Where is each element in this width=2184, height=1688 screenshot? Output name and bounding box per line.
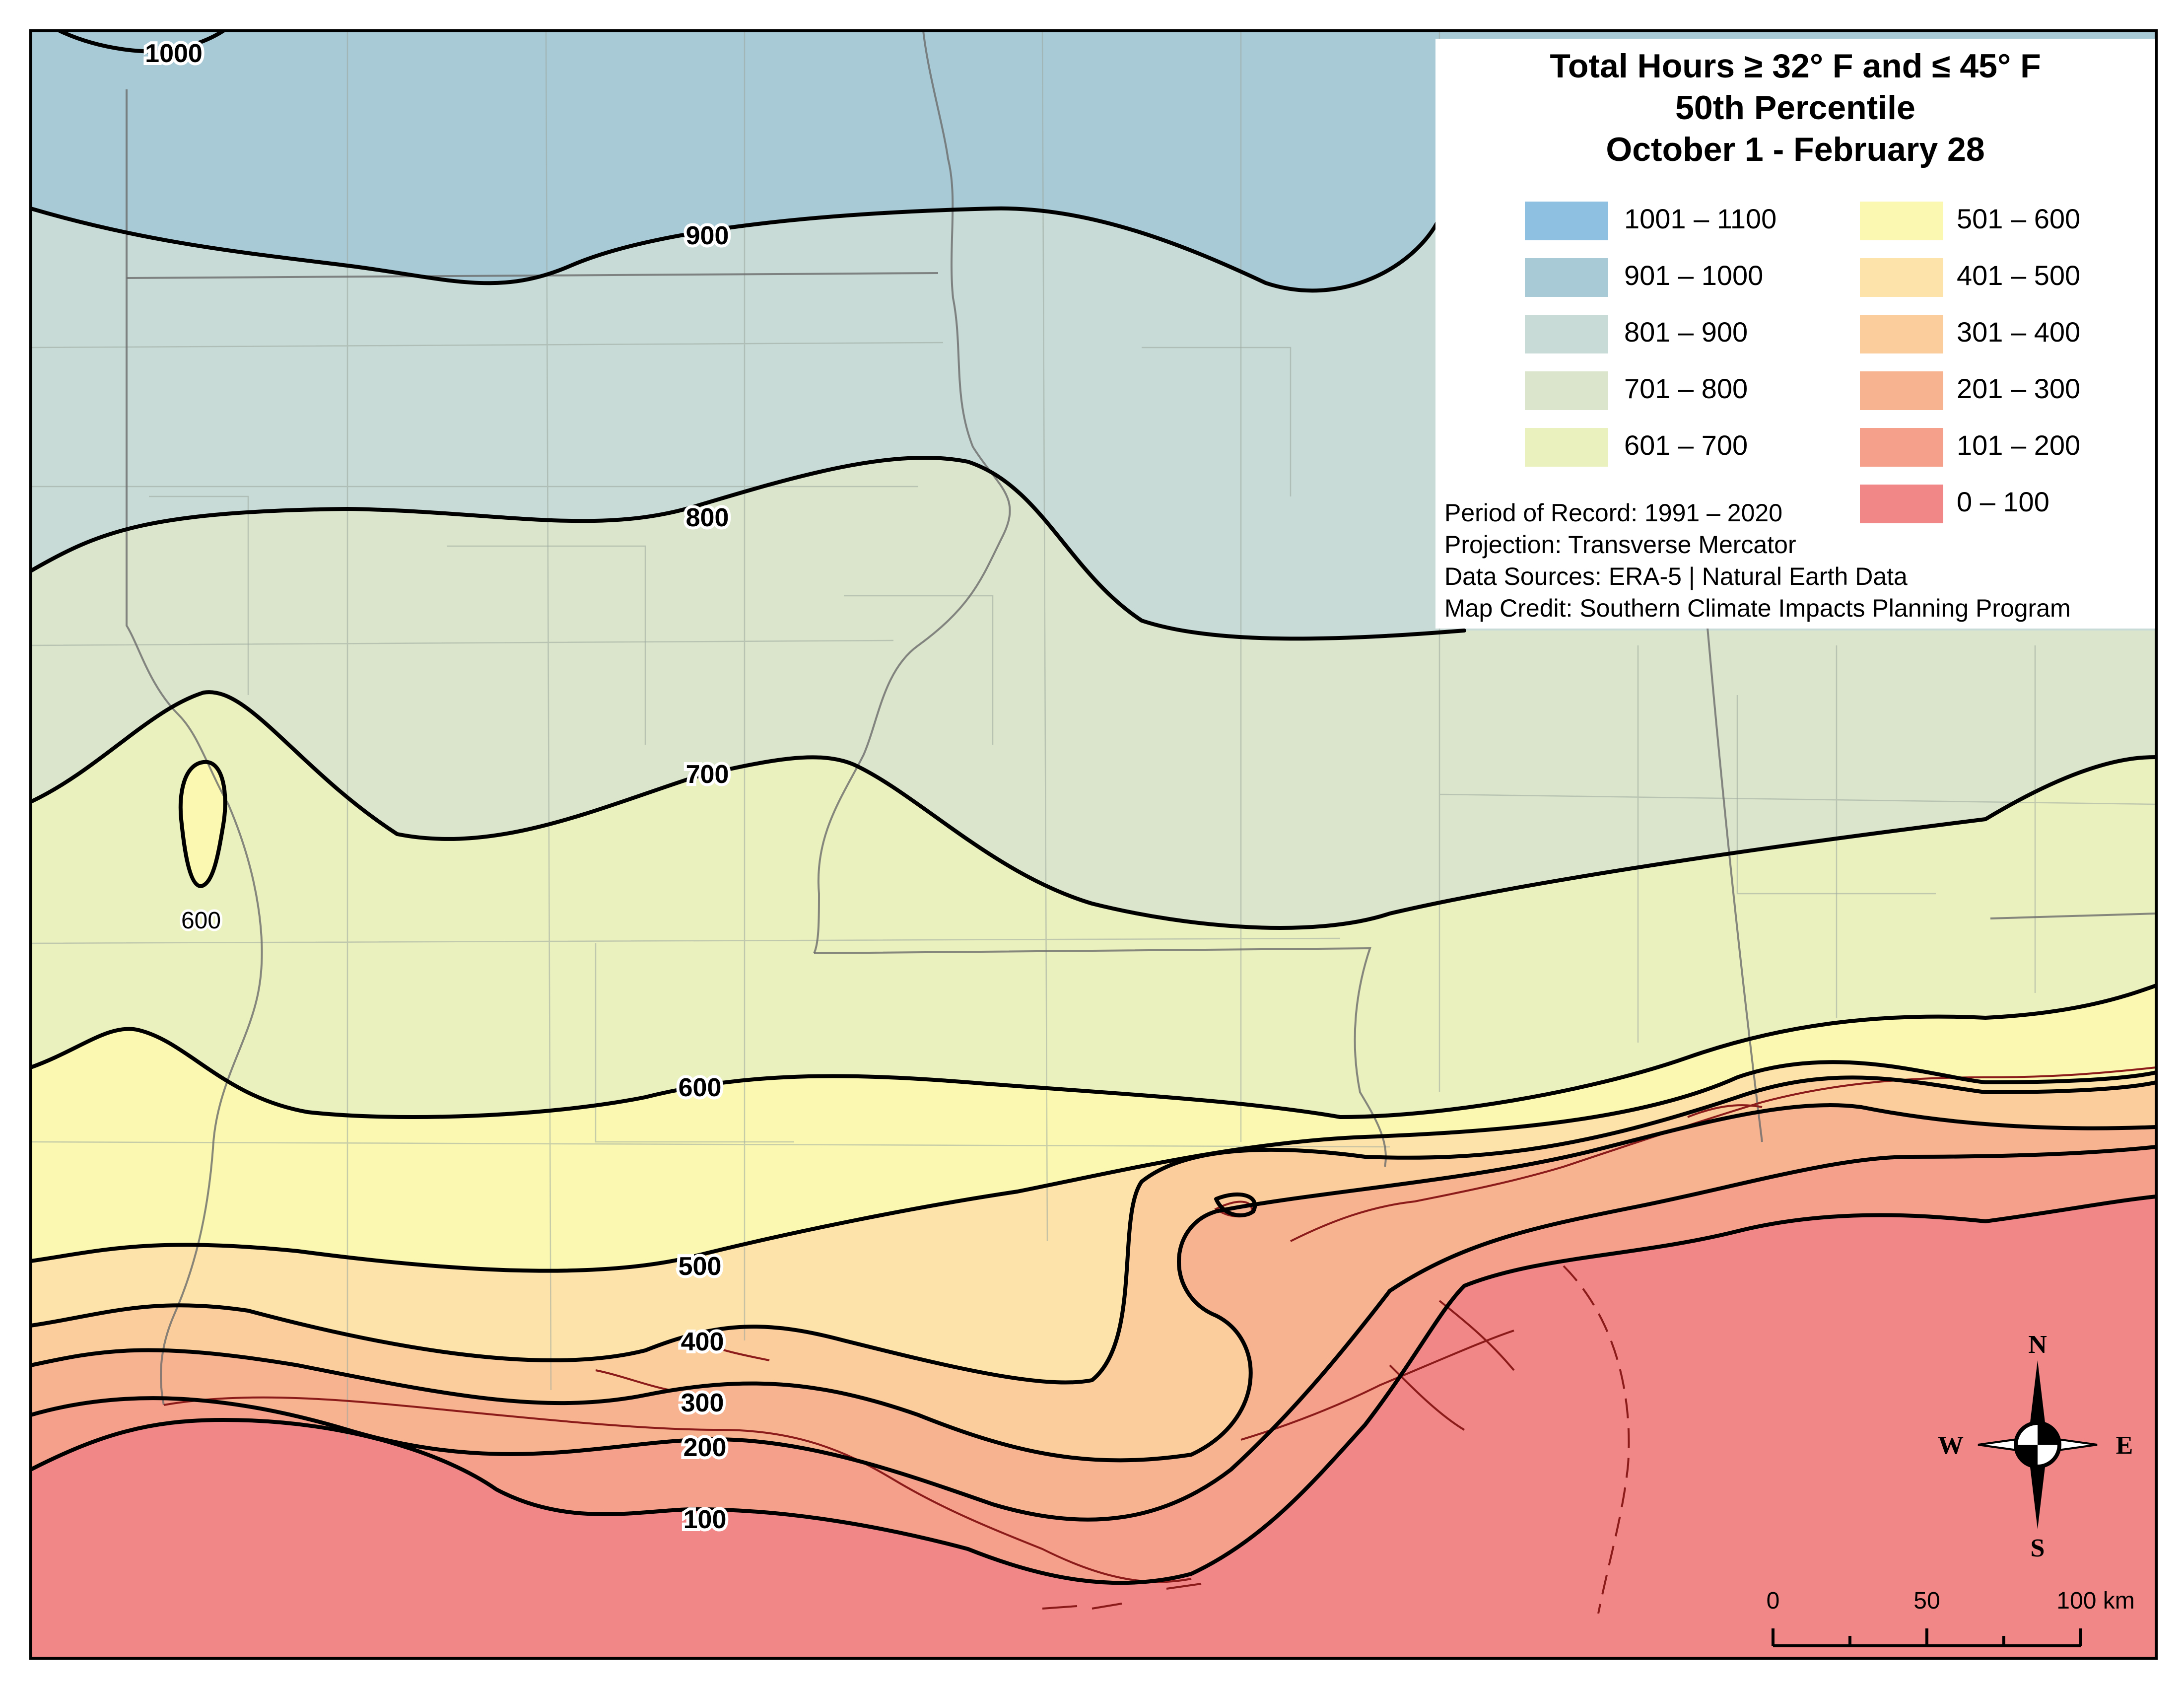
legend-swatch-0-100 <box>1860 485 1943 523</box>
contour-labels: 1000 900 800 700 600 600 500 400 300 200… <box>142 36 732 1537</box>
band-0-100 <box>31 1196 2156 1658</box>
compass-west-label: W <box>1938 1431 1964 1460</box>
contour-300-loop <box>1214 1192 1257 1217</box>
contour-label-300: 300 <box>681 1389 724 1417</box>
legend-swatch-601-700 <box>1525 428 1608 467</box>
contour-600 <box>31 984 2156 1119</box>
legend-swatch-401-500 <box>1860 258 1943 297</box>
contour-900 <box>31 206 1441 293</box>
contour-label-800: 800 <box>686 503 729 532</box>
contour-400 <box>31 1075 2156 1385</box>
legend-label-0-100: 0 – 100 <box>1957 486 2049 517</box>
contour-label-900: 900 <box>686 221 729 250</box>
legend-swatch-701-800 <box>1525 371 1608 410</box>
legend-label-801-900: 801 – 900 <box>1624 316 1748 348</box>
map-title-line-3: October 1 - February 28 <box>1606 131 1985 168</box>
map-credit: Map Credit: Southern Climate Impacts Pla… <box>1444 594 2071 622</box>
contour-600-island <box>178 760 227 888</box>
contour-label-600-island: 600 <box>181 908 221 934</box>
contour-800 <box>31 456 1466 641</box>
legend-label-1001-1100: 1001 – 1100 <box>1624 203 1777 234</box>
period-of-record: Period of Record: 1991 – 2020 <box>1444 499 1783 527</box>
contour-label-100: 100 <box>683 1505 727 1534</box>
compass-north-point <box>2029 1360 2047 1435</box>
compass-north-label: N <box>2028 1331 2047 1359</box>
contour-label-600: 600 <box>679 1073 722 1102</box>
map-frame <box>29 29 2158 1660</box>
contour-lines <box>31 31 2156 1585</box>
legend-label-101-200: 101 – 200 <box>1957 429 2081 461</box>
compass-rose: N S E W <box>1938 1331 2133 1562</box>
legend-label-701-800: 701 – 800 <box>1624 373 1748 404</box>
legend-swatch-901-1000 <box>1525 258 1608 297</box>
contour-500 <box>31 1060 2156 1273</box>
contour-200 <box>31 1145 2156 1522</box>
legend-label-201-300: 201 – 300 <box>1957 373 2081 404</box>
compass-east-label: E <box>2116 1431 2133 1460</box>
map-title-line-2: 50th Percentile <box>1675 89 1915 127</box>
contour-300 <box>31 1103 2156 1463</box>
legend-swatch-801-900 <box>1525 315 1608 353</box>
map-title-line-1: Total Hours ≥ 32° F and ≤ 45° F <box>1550 47 2041 85</box>
compass-south-point <box>2029 1455 2047 1529</box>
legend-swatch-301-400 <box>1860 315 1943 353</box>
legend-label-501-600: 501 – 600 <box>1957 203 2081 234</box>
contour-label-700: 700 <box>686 760 729 789</box>
scale-tick-0: 0 <box>1767 1588 1780 1614</box>
legend-label-601-700: 601 – 700 <box>1624 429 1748 461</box>
contour-100 <box>31 1195 2156 1585</box>
legend-label-301-400: 301 – 400 <box>1957 316 2081 348</box>
coastline <box>163 1066 2156 1614</box>
data-sources: Data Sources: ERA-5 | Natural Earth Data <box>1444 563 1908 590</box>
projection-info: Projection: Transverse Mercator <box>1444 531 1796 559</box>
legend-swatch-501-600 <box>1860 202 1943 240</box>
legend-label-401-500: 401 – 500 <box>1957 260 2081 291</box>
contour-label-400: 400 <box>681 1328 724 1356</box>
contour-label-500: 500 <box>679 1252 722 1281</box>
contour-label-200: 200 <box>683 1433 727 1462</box>
scale-tick-50: 50 <box>1913 1588 1940 1614</box>
scale-tick-100: 100 km <box>2056 1588 2134 1614</box>
legend-swatch-201-300 <box>1860 371 1943 410</box>
legend-panel: Total Hours ≥ 32° F and ≤ 45° F 50th Per… <box>1435 39 2155 629</box>
band-501-600-island <box>180 762 225 886</box>
contour-700 <box>31 690 2156 930</box>
state-lines <box>126 31 2156 1406</box>
contour-1000 <box>58 31 225 54</box>
legend-swatch-101-200 <box>1860 428 1943 467</box>
compass-south-label: S <box>2031 1534 2045 1562</box>
legend-label-901-1000: 901 – 1000 <box>1624 260 1764 291</box>
map-body: 1000 900 800 700 600 600 500 400 300 200… <box>31 31 2156 1658</box>
legend-swatch-1001-1100 <box>1525 202 1608 240</box>
contour-label-1000: 1000 <box>145 39 203 68</box>
scale-bar: 0 50 100 km <box>1767 1588 2135 1647</box>
